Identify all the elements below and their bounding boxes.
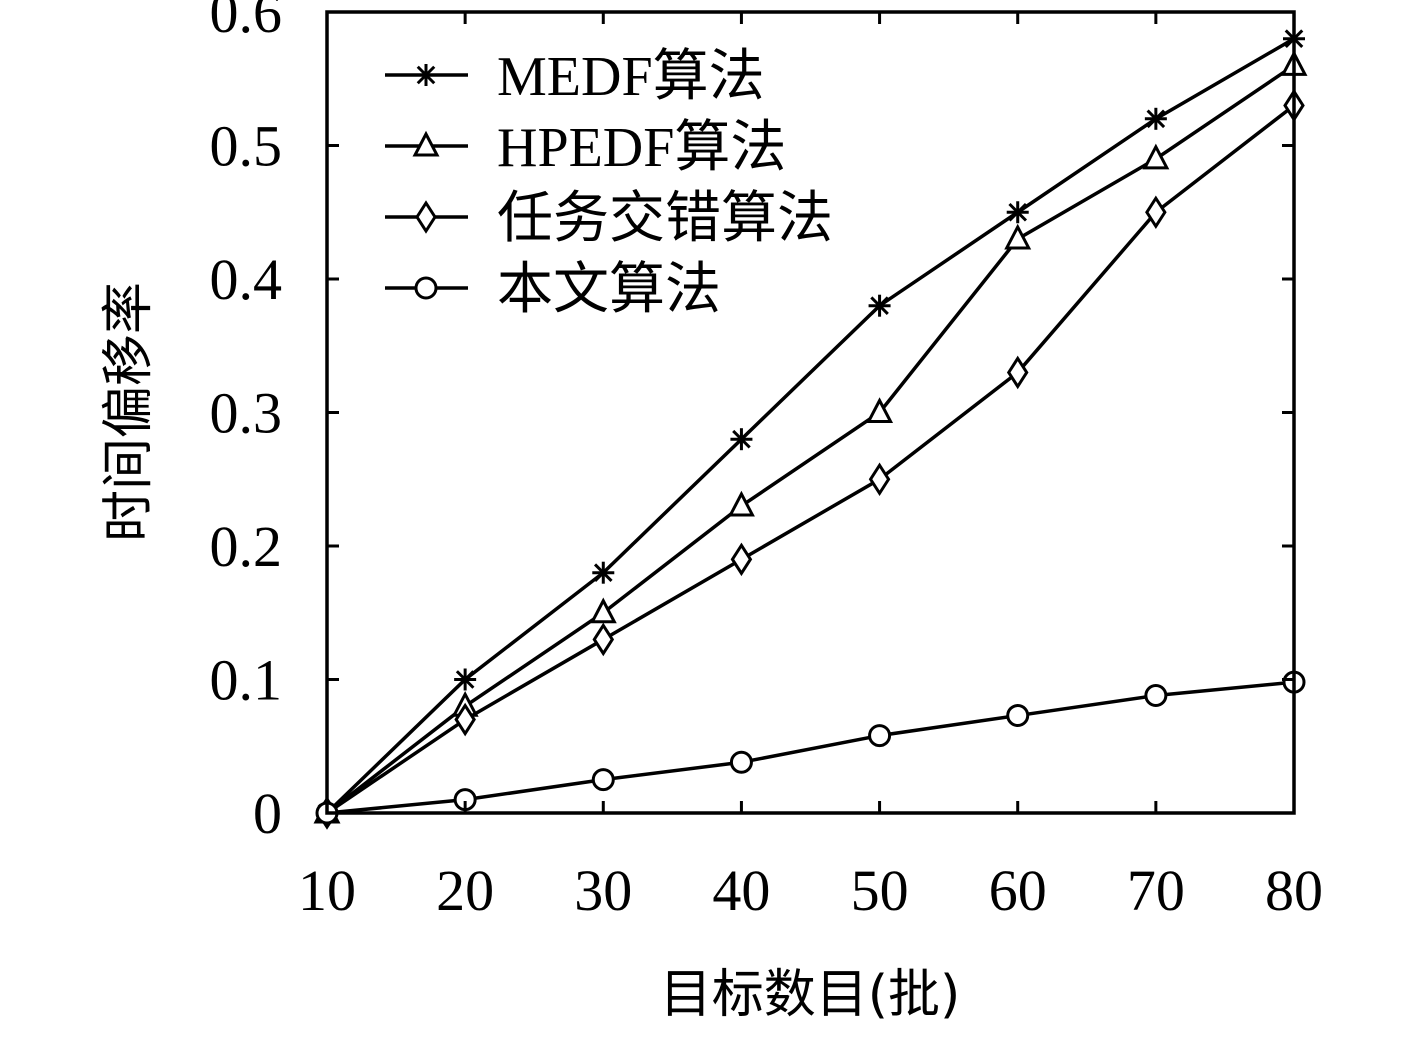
series-line-2 bbox=[326, 104, 1296, 815]
data-point-0-2 bbox=[592, 561, 615, 584]
data-point-2-2 bbox=[592, 622, 615, 657]
y-tick-label: 0.1 bbox=[210, 648, 283, 713]
legend-label-0: MEDF算法 bbox=[497, 46, 765, 108]
x-tick-label: 70 bbox=[1127, 858, 1185, 923]
x-tick-label: 40 bbox=[712, 858, 770, 923]
data-point-2-1 bbox=[454, 702, 476, 737]
data-point-0-5 bbox=[1006, 201, 1029, 224]
ticks-layer: 10 20 30 40 50 60 70 80 0 0.1 0.2 0.3 0.4 0.5 0.6 bbox=[210, 0, 1324, 923]
y-tick-label: 0 bbox=[253, 781, 282, 846]
x-axis-title: 目标数目(批) bbox=[660, 965, 961, 1025]
series-layer bbox=[313, 27, 1308, 830]
data-point-0-3 bbox=[730, 428, 753, 451]
data-point-1-3 bbox=[727, 490, 755, 517]
x-tick-label: 50 bbox=[851, 858, 909, 923]
series-line-1 bbox=[325, 63, 1295, 815]
legend-label-2: 任务交错算法 bbox=[497, 188, 833, 250]
y-tick-label: 0.6 bbox=[210, 0, 283, 45]
data-point-3-2 bbox=[591, 768, 615, 792]
y-tick-label: 0.5 bbox=[210, 114, 283, 179]
y-tick-label: 0.2 bbox=[210, 514, 283, 579]
legend-label-3: 本文算法 bbox=[497, 259, 721, 321]
series-line-3 bbox=[326, 680, 1295, 815]
data-point-2-3 bbox=[730, 542, 753, 577]
data-point-3-3 bbox=[729, 750, 753, 774]
legend-label-1: HPEDF算法 bbox=[497, 117, 786, 179]
data-point-1-4 bbox=[866, 397, 894, 423]
data-point-0-6 bbox=[1144, 107, 1167, 130]
x-tick-label: 60 bbox=[989, 858, 1047, 923]
data-point-3-6 bbox=[1144, 684, 1168, 708]
legend-marker-0 bbox=[415, 64, 437, 86]
data-point-0-1 bbox=[454, 668, 477, 691]
x-tick-label: 20 bbox=[436, 858, 494, 923]
y-tick-label: 0.3 bbox=[210, 381, 283, 446]
data-point-2-5 bbox=[1006, 355, 1029, 390]
data-point-1-6 bbox=[1142, 143, 1170, 170]
legend-marker-1 bbox=[412, 130, 440, 157]
data-point-2-4 bbox=[868, 462, 891, 497]
legend-marker-3 bbox=[414, 276, 438, 300]
x-tick-label: 30 bbox=[574, 858, 632, 923]
legend-marker-2 bbox=[415, 200, 437, 234]
data-point-3-4 bbox=[868, 724, 892, 748]
data-point-1-2 bbox=[589, 597, 617, 624]
data-point-0-4 bbox=[868, 294, 891, 317]
y-tick-label: 0.4 bbox=[210, 247, 283, 312]
data-point-2-6 bbox=[1145, 195, 1167, 230]
data-point-3-5 bbox=[1006, 704, 1030, 728]
x-tick-label: 10 bbox=[298, 858, 356, 923]
data-point-1-5 bbox=[1004, 223, 1032, 250]
x-tick-label: 80 bbox=[1265, 858, 1323, 923]
series-line-0 bbox=[325, 37, 1295, 815]
y-axis-title: 时间偏移率 bbox=[99, 282, 159, 542]
